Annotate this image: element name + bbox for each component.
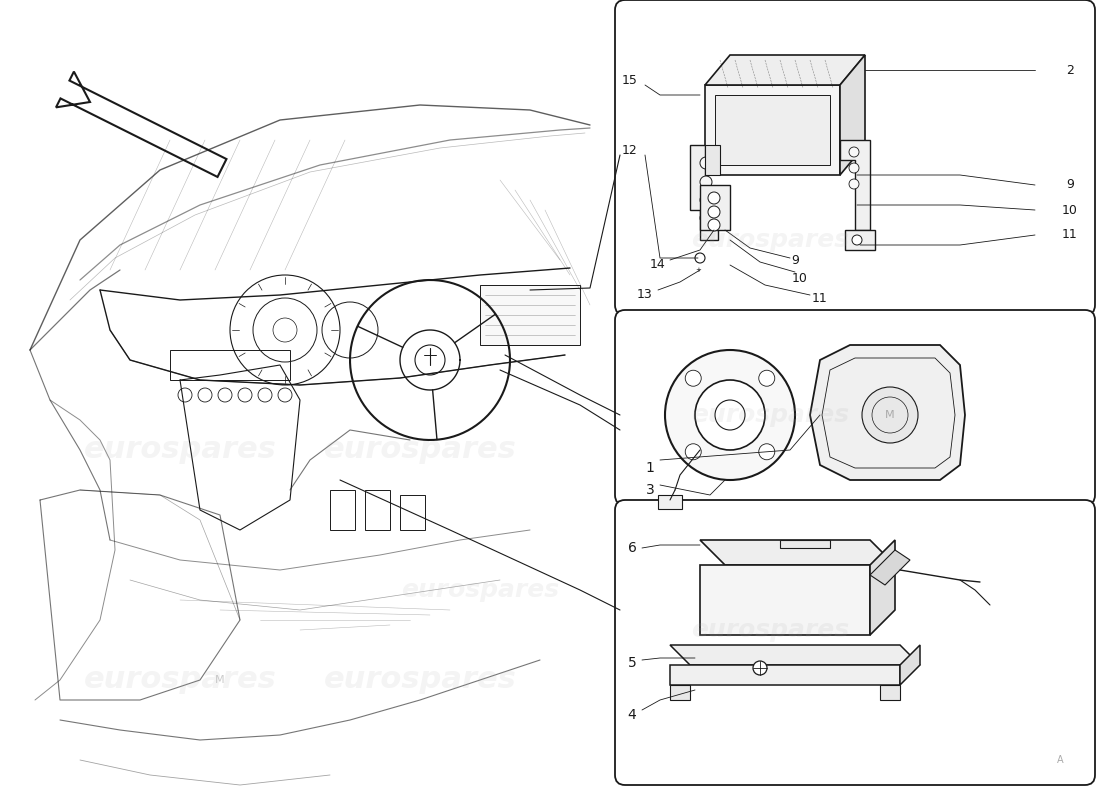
Text: 2: 2 xyxy=(1066,63,1074,77)
Circle shape xyxy=(708,206,720,218)
Circle shape xyxy=(666,350,795,480)
Text: 11: 11 xyxy=(1063,229,1078,242)
Circle shape xyxy=(708,219,720,231)
Text: 9: 9 xyxy=(1066,178,1074,191)
Text: 10: 10 xyxy=(792,271,807,285)
Text: eurospares: eurospares xyxy=(691,618,849,642)
Circle shape xyxy=(695,253,705,263)
Text: eurospares: eurospares xyxy=(691,403,849,427)
Circle shape xyxy=(862,387,918,443)
Polygon shape xyxy=(900,645,920,685)
Text: 3: 3 xyxy=(646,483,654,497)
Polygon shape xyxy=(670,665,900,685)
Polygon shape xyxy=(705,55,865,85)
Polygon shape xyxy=(690,145,718,240)
Circle shape xyxy=(715,400,745,430)
Circle shape xyxy=(700,212,712,224)
Circle shape xyxy=(708,192,720,204)
Circle shape xyxy=(849,163,859,173)
FancyBboxPatch shape xyxy=(615,310,1094,505)
FancyBboxPatch shape xyxy=(615,500,1094,785)
Polygon shape xyxy=(810,345,965,480)
Polygon shape xyxy=(705,85,840,175)
Circle shape xyxy=(685,370,701,386)
Circle shape xyxy=(754,661,767,675)
Text: eurospares: eurospares xyxy=(323,666,516,694)
Polygon shape xyxy=(700,185,730,230)
Circle shape xyxy=(685,444,701,460)
Text: M: M xyxy=(216,675,224,685)
Circle shape xyxy=(695,380,764,450)
Text: eurospares: eurospares xyxy=(400,578,559,602)
Circle shape xyxy=(852,235,862,245)
Text: 6: 6 xyxy=(628,541,637,555)
FancyBboxPatch shape xyxy=(615,0,1094,315)
Text: +: + xyxy=(695,267,701,273)
Polygon shape xyxy=(670,645,920,665)
Polygon shape xyxy=(880,685,900,700)
Polygon shape xyxy=(780,540,830,548)
Polygon shape xyxy=(845,230,875,250)
Circle shape xyxy=(759,444,774,460)
Polygon shape xyxy=(700,565,870,635)
Polygon shape xyxy=(715,95,830,165)
Text: eurospares: eurospares xyxy=(84,666,276,694)
Circle shape xyxy=(849,179,859,189)
Text: 5: 5 xyxy=(628,656,637,670)
Polygon shape xyxy=(480,285,580,345)
Polygon shape xyxy=(56,71,227,177)
Text: 12: 12 xyxy=(623,143,638,157)
Text: A: A xyxy=(1057,755,1064,765)
Circle shape xyxy=(700,194,712,206)
Circle shape xyxy=(700,157,712,169)
Text: 15: 15 xyxy=(623,74,638,86)
Text: eurospares: eurospares xyxy=(323,435,516,465)
Circle shape xyxy=(849,147,859,157)
Text: 14: 14 xyxy=(650,258,666,271)
Circle shape xyxy=(700,176,712,188)
Text: eurospares: eurospares xyxy=(84,435,276,465)
Polygon shape xyxy=(840,55,865,175)
Polygon shape xyxy=(705,145,720,175)
Text: 1: 1 xyxy=(646,461,654,475)
Polygon shape xyxy=(870,540,895,635)
Text: M: M xyxy=(886,410,894,420)
Text: 4: 4 xyxy=(628,708,637,722)
Polygon shape xyxy=(700,540,895,565)
Polygon shape xyxy=(658,495,682,509)
Text: eurospares: eurospares xyxy=(691,228,849,252)
Text: 13: 13 xyxy=(637,289,653,302)
Text: 11: 11 xyxy=(812,291,828,305)
Circle shape xyxy=(759,370,774,386)
Polygon shape xyxy=(870,550,910,585)
Text: 10: 10 xyxy=(1063,203,1078,217)
Polygon shape xyxy=(840,140,870,230)
Polygon shape xyxy=(670,685,690,700)
Text: 9: 9 xyxy=(791,254,799,266)
